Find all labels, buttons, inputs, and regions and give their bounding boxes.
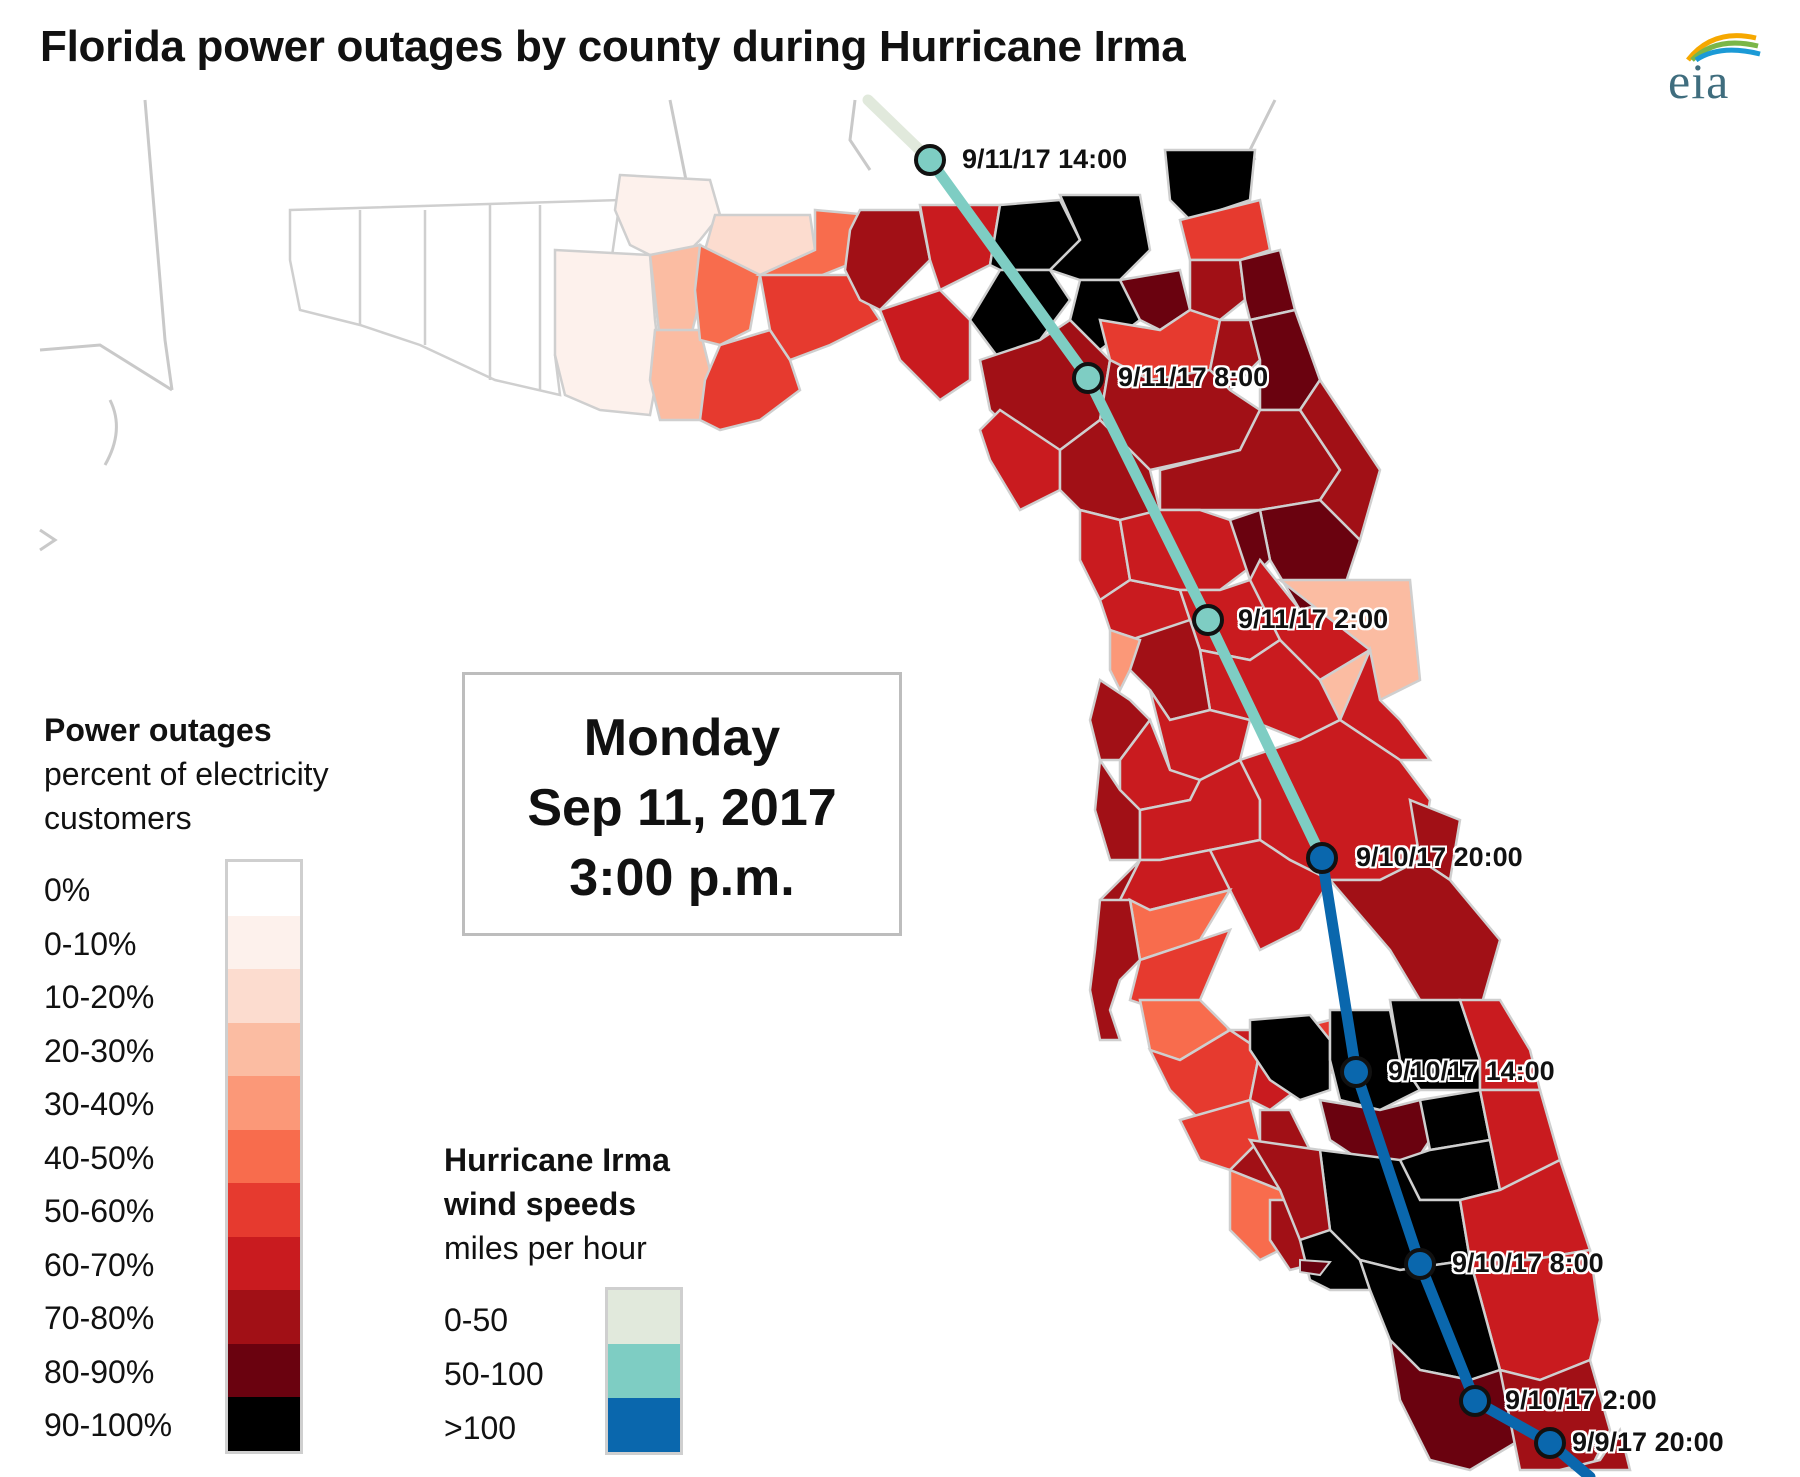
outage-legend-swatch xyxy=(228,1022,300,1077)
track-point-label: 9/10/17 14:00 xyxy=(1388,1056,1555,1086)
track-point-marker xyxy=(1192,604,1224,636)
track-point-marker xyxy=(1340,1056,1372,1088)
outage-legend-subtitle-2: customers xyxy=(44,800,192,836)
east-coast-counties xyxy=(1358,998,1632,1472)
wind-legend-label: 50-100 xyxy=(444,1356,544,1392)
wind-legend-label: >100 xyxy=(444,1410,517,1446)
florida-keys xyxy=(1299,1258,1332,1277)
wind-legend-title-1: Hurricane Irma xyxy=(444,1142,670,1178)
outage-legend-label: 40-50% xyxy=(44,1139,155,1176)
outage-legend-label: 0% xyxy=(44,872,91,908)
outage-legend-swatch xyxy=(228,862,300,916)
track-point-label: 9/10/17 2:00 xyxy=(1505,1385,1657,1415)
eia-logo: eia xyxy=(1668,24,1768,109)
outage-legend-swatch xyxy=(228,1076,300,1130)
logo-swoosh-icon xyxy=(1686,33,1761,63)
wind-legend-label: 0-50 xyxy=(444,1302,509,1338)
wind-legend-frame xyxy=(605,1287,683,1455)
track-point-marker xyxy=(1306,842,1338,874)
outage-legend-label: 30-40% xyxy=(44,1086,155,1122)
track-point-label: 9/10/17 20:00 xyxy=(1356,842,1523,872)
outage-legend-swatch xyxy=(228,1236,300,1291)
outage-legend-swatch xyxy=(228,1183,300,1237)
outage-legend-swatch xyxy=(228,1290,300,1344)
outage-legend-label: 10-20% xyxy=(44,979,155,1015)
wind-legend-swatch xyxy=(608,1398,680,1452)
outage-legend-label: 70-80% xyxy=(44,1300,155,1336)
track-point-label: 9/11/17 8:00 xyxy=(1118,362,1269,392)
outage-legend-subtitle-1: percent of electricity xyxy=(44,756,329,792)
track-point-label: 9/9/17 20:00 xyxy=(1572,1427,1724,1457)
track-point-label: 9/11/17 14:00 xyxy=(962,144,1128,174)
date-box: Monday Sep 11, 2017 3:00 p.m. xyxy=(462,672,902,936)
wind-legend-header: Hurricane Irma wind speeds miles per hou… xyxy=(444,1138,670,1270)
outage-legend-label: 50-60% xyxy=(44,1193,155,1229)
outage-legend-frame xyxy=(225,859,303,1454)
track-segment-moderate xyxy=(924,154,1328,864)
outage-legend-label: 0-10% xyxy=(44,925,137,962)
track-point-marker xyxy=(1534,1427,1566,1459)
outage-legend-swatch xyxy=(228,969,300,1023)
outage-legend-title: Power outages xyxy=(44,712,272,748)
track-point-marker xyxy=(1072,362,1104,394)
track-point-marker xyxy=(1404,1248,1436,1280)
date-time: 3:00 p.m. xyxy=(569,849,795,907)
map-title: Florida power outages by county during H… xyxy=(40,22,1186,71)
track-point-label: 9/11/17 2:00 xyxy=(1238,604,1389,634)
logo-text: eia xyxy=(1668,53,1730,109)
track-point-label: 9/10/17 8:00 xyxy=(1452,1248,1604,1278)
date-date: Sep 11, 2017 xyxy=(527,779,837,837)
wind-legend-swatch xyxy=(608,1290,680,1344)
wind-legend-title-2: wind speeds xyxy=(444,1186,637,1222)
wind-legend-subtitle: miles per hour xyxy=(444,1230,647,1266)
outage-legend-swatch xyxy=(228,1343,300,1398)
outage-legend-swatch xyxy=(228,915,300,970)
outage-legend-swatch xyxy=(228,1129,300,1184)
wind-legend-swatch xyxy=(608,1344,680,1398)
panhandle-counties xyxy=(288,173,882,432)
central-counties xyxy=(1078,508,1502,1012)
outage-legend-label: 80-90% xyxy=(44,1353,155,1390)
track-point-marker xyxy=(914,144,946,176)
outage-legend-label: 20-30% xyxy=(44,1032,155,1069)
track-points xyxy=(914,144,1566,1459)
outage-legend-label: 90-100% xyxy=(44,1407,173,1443)
date-day: Monday xyxy=(583,709,781,767)
track-point-marker xyxy=(1459,1385,1491,1417)
outage-legend-swatch xyxy=(228,1397,300,1451)
outage-legend-label: 60-70% xyxy=(44,1246,155,1283)
outage-legend-header: Power outages percent of electricity cus… xyxy=(44,708,329,840)
